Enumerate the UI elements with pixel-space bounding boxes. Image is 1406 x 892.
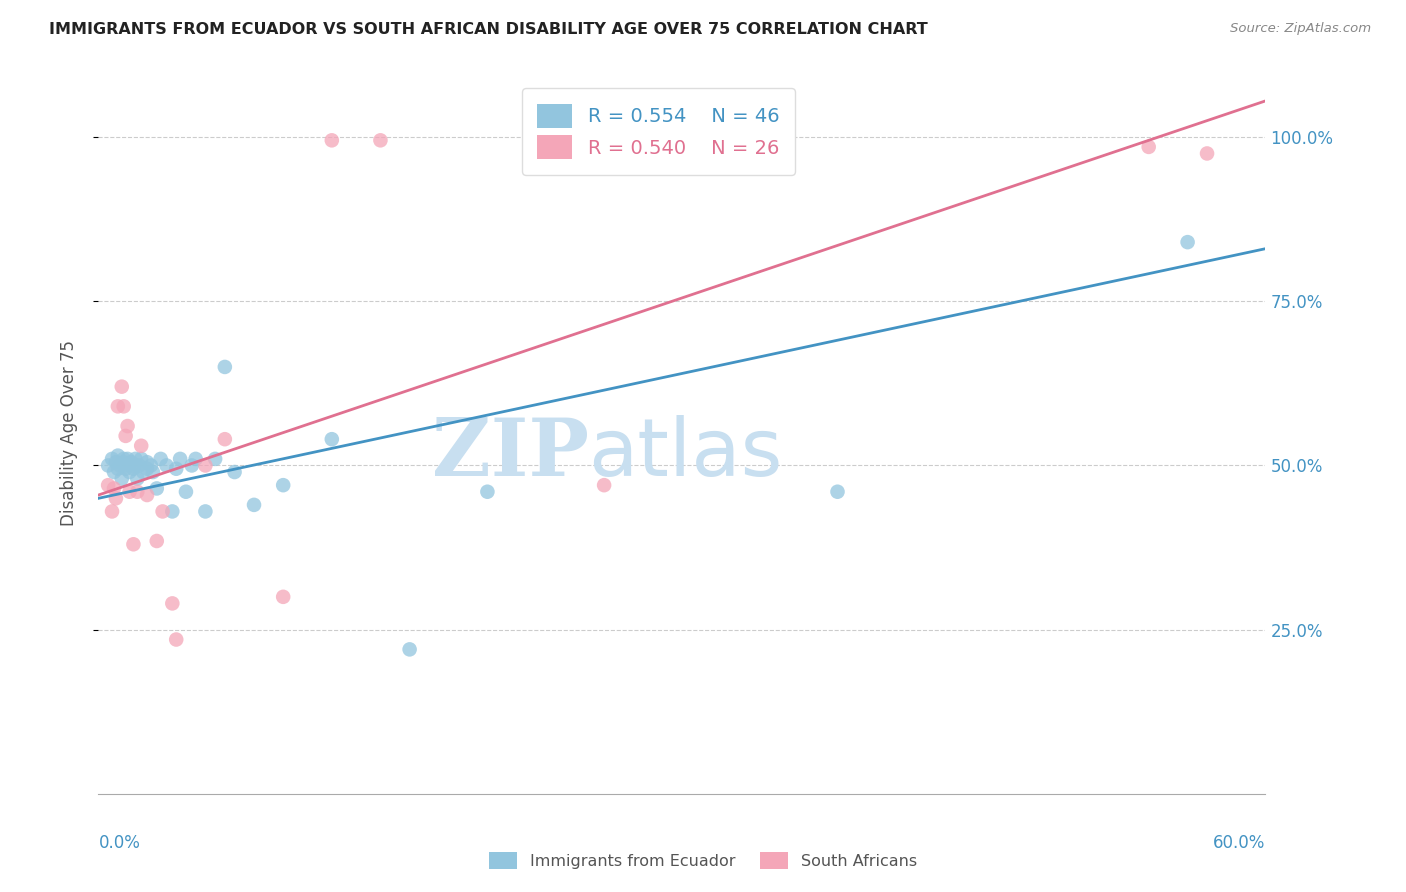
Point [108, 458, 131, 473]
Point [398, 642, 420, 657]
Point [1195, 146, 1218, 161]
Point [477, 484, 499, 499]
Point [112, 455, 135, 469]
Point [127, 484, 149, 499]
Point [136, 462, 159, 476]
Text: 60.0%: 60.0% [1213, 834, 1265, 852]
Point [165, 462, 187, 476]
Point [152, 504, 174, 518]
Point [101, 504, 124, 518]
Point [194, 458, 217, 473]
Point [162, 504, 184, 518]
Point [129, 439, 152, 453]
Point [184, 451, 207, 466]
Point [146, 533, 169, 548]
Point [101, 451, 124, 466]
Point [114, 462, 136, 476]
Point [117, 451, 139, 466]
Point [321, 432, 343, 446]
Point [112, 451, 135, 466]
Legend: Immigrants from Ecuador, South Africans: Immigrants from Ecuador, South Africans [482, 846, 924, 875]
Point [180, 458, 202, 473]
Point [103, 465, 125, 479]
Text: 0.0%: 0.0% [98, 834, 141, 852]
Point [370, 133, 392, 147]
Point [117, 419, 139, 434]
Point [127, 472, 149, 486]
Point [121, 455, 143, 469]
Point [103, 482, 125, 496]
Point [104, 491, 127, 506]
Point [117, 458, 139, 473]
Point [149, 451, 172, 466]
Point [124, 451, 146, 466]
Point [118, 484, 141, 499]
Point [111, 379, 134, 393]
Point [128, 458, 150, 473]
Point [107, 462, 129, 476]
Point [593, 478, 616, 492]
Text: Source: ZipAtlas.com: Source: ZipAtlas.com [1230, 22, 1371, 36]
Point [271, 478, 294, 492]
Point [136, 455, 159, 469]
Point [111, 472, 134, 486]
Point [122, 458, 145, 473]
Point [107, 449, 129, 463]
Point [204, 451, 226, 466]
Point [827, 484, 849, 499]
Point [321, 133, 343, 147]
Point [118, 465, 141, 479]
Point [214, 432, 236, 446]
Text: ZIP: ZIP [432, 416, 589, 493]
Point [271, 590, 294, 604]
Point [1177, 235, 1199, 249]
Legend: R = 0.554    N = 46, R = 0.540    N = 26: R = 0.554 N = 46, R = 0.540 N = 26 [522, 88, 796, 175]
Point [104, 455, 127, 469]
Point [114, 429, 136, 443]
Text: IMMIGRANTS FROM ECUADOR VS SOUTH AFRICAN DISABILITY AGE OVER 75 CORRELATION CHAR: IMMIGRANTS FROM ECUADOR VS SOUTH AFRICAN… [49, 22, 928, 37]
Point [165, 632, 187, 647]
Point [129, 451, 152, 466]
Point [194, 504, 217, 518]
Point [214, 359, 236, 374]
Point [142, 465, 165, 479]
Point [169, 451, 191, 466]
Point [112, 400, 135, 414]
Point [97, 458, 120, 473]
Point [97, 478, 120, 492]
Text: atlas: atlas [589, 416, 783, 493]
Point [136, 488, 159, 502]
Point [132, 465, 155, 479]
Point [155, 458, 177, 473]
Point [146, 482, 169, 496]
Point [224, 465, 246, 479]
Point [1137, 140, 1160, 154]
Point [243, 498, 266, 512]
Point [174, 484, 197, 499]
Point [122, 537, 145, 551]
Point [122, 462, 145, 476]
Y-axis label: Disability Age Over 75: Disability Age Over 75 [59, 340, 77, 525]
Point [162, 596, 184, 610]
Point [139, 458, 162, 473]
Point [107, 400, 129, 414]
